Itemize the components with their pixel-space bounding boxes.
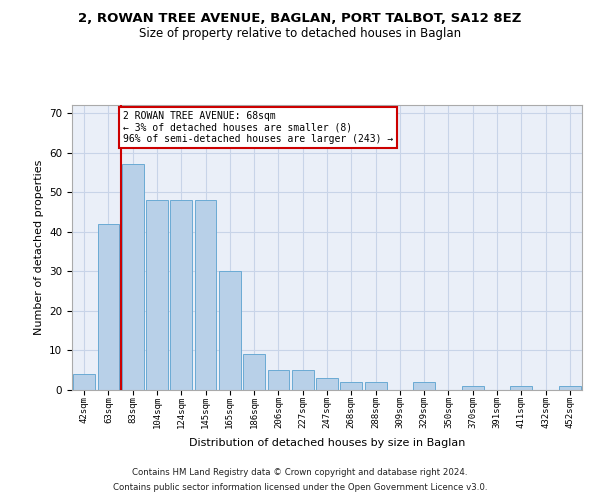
Bar: [170, 200, 192, 390]
Text: Distribution of detached houses by size in Baglan: Distribution of detached houses by size …: [189, 438, 465, 448]
Bar: [559, 386, 581, 390]
Bar: [243, 354, 265, 390]
Bar: [97, 224, 119, 390]
Text: 2, ROWAN TREE AVENUE, BAGLAN, PORT TALBOT, SA12 8EZ: 2, ROWAN TREE AVENUE, BAGLAN, PORT TALBO…: [79, 12, 521, 26]
Text: Contains HM Land Registry data © Crown copyright and database right 2024.: Contains HM Land Registry data © Crown c…: [132, 468, 468, 477]
Bar: [511, 386, 532, 390]
Y-axis label: Number of detached properties: Number of detached properties: [34, 160, 44, 335]
Bar: [413, 382, 435, 390]
Bar: [462, 386, 484, 390]
Bar: [292, 370, 314, 390]
Bar: [194, 200, 217, 390]
Bar: [122, 164, 143, 390]
Bar: [146, 200, 168, 390]
Text: 2 ROWAN TREE AVENUE: 68sqm
← 3% of detached houses are smaller (8)
96% of semi-d: 2 ROWAN TREE AVENUE: 68sqm ← 3% of detac…: [123, 111, 393, 144]
Bar: [73, 374, 95, 390]
Bar: [219, 271, 241, 390]
Bar: [268, 370, 289, 390]
Bar: [316, 378, 338, 390]
Bar: [365, 382, 386, 390]
Text: Contains public sector information licensed under the Open Government Licence v3: Contains public sector information licen…: [113, 483, 487, 492]
Text: Size of property relative to detached houses in Baglan: Size of property relative to detached ho…: [139, 28, 461, 40]
Bar: [340, 382, 362, 390]
